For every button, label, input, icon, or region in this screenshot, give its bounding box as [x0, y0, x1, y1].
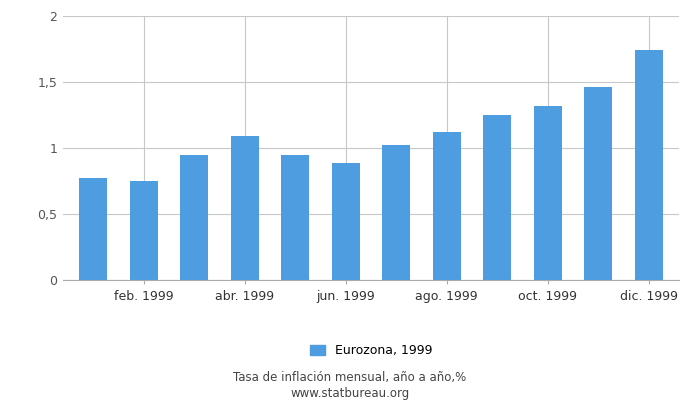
- Bar: [584, 87, 612, 280]
- Legend: Eurozona, 1999: Eurozona, 1999: [304, 339, 438, 362]
- Text: Tasa de inflación mensual, año a año,%: Tasa de inflación mensual, año a año,%: [233, 372, 467, 384]
- Bar: [130, 181, 158, 280]
- Bar: [281, 154, 309, 280]
- Bar: [433, 132, 461, 280]
- Bar: [534, 106, 561, 280]
- Bar: [231, 136, 259, 280]
- Bar: [181, 154, 208, 280]
- Text: www.statbureau.org: www.statbureau.org: [290, 388, 410, 400]
- Bar: [382, 145, 410, 280]
- Bar: [483, 115, 511, 280]
- Bar: [332, 162, 360, 280]
- Bar: [635, 50, 663, 280]
- Bar: [79, 178, 107, 280]
